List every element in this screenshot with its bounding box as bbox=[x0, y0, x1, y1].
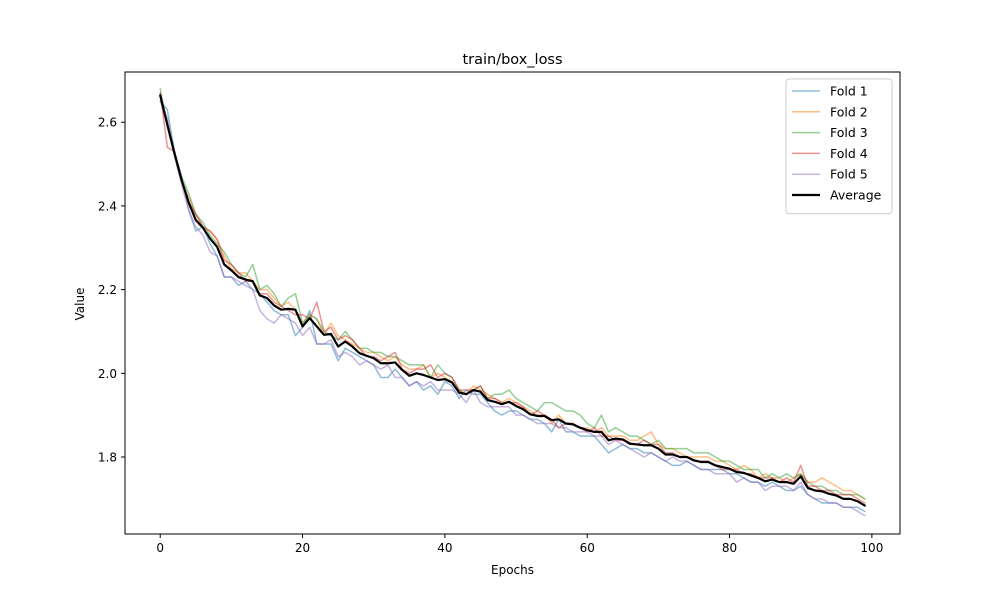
series-line-average bbox=[159, 94, 866, 507]
y-tick-label: 2.0 bbox=[98, 367, 117, 381]
x-tick-label: 80 bbox=[722, 541, 737, 555]
legend-label: Fold 4 bbox=[830, 146, 868, 161]
legend-label: Average bbox=[830, 188, 882, 203]
x-tick-label: 0 bbox=[156, 541, 164, 555]
y-tick-label: 2.2 bbox=[98, 283, 117, 297]
plot-frame bbox=[124, 71, 901, 535]
x-tick-label: 40 bbox=[437, 541, 452, 555]
series-line-fold-2 bbox=[159, 92, 866, 500]
x-axis-label: Epochs bbox=[491, 563, 534, 577]
legend-label: Fold 5 bbox=[830, 167, 868, 182]
legend-label: Fold 3 bbox=[830, 125, 868, 140]
series-line-fold-3 bbox=[159, 87, 866, 500]
plot-area bbox=[159, 87, 866, 517]
y-axis-label: Value bbox=[73, 288, 87, 321]
y-tick-label: 2.4 bbox=[98, 199, 117, 213]
series-line-fold-5 bbox=[159, 100, 866, 517]
x-tick-label: 100 bbox=[860, 541, 883, 555]
chart-title: train/box_loss bbox=[462, 52, 562, 68]
legend: Fold 1 Fold 2 Fold 3 Fold 4 Fold 5 Average bbox=[785, 78, 893, 215]
x-tick-label: 60 bbox=[580, 541, 595, 555]
y-axis: 1.8 2.0 2.2 2.4 2.6 bbox=[98, 116, 125, 465]
legend-label: Fold 1 bbox=[830, 84, 868, 99]
x-axis: 0 20 40 60 80 100 bbox=[156, 534, 883, 555]
x-tick-label: 20 bbox=[295, 541, 310, 555]
legend-label: Fold 2 bbox=[830, 104, 868, 119]
y-tick-label: 1.8 bbox=[98, 451, 117, 465]
y-tick-label: 2.6 bbox=[98, 116, 117, 130]
legend-box bbox=[785, 78, 893, 215]
